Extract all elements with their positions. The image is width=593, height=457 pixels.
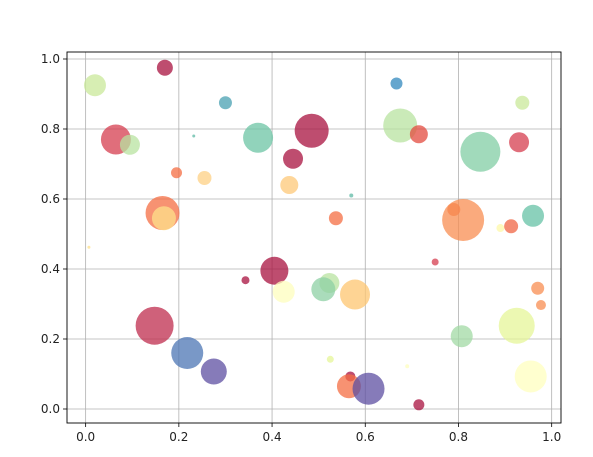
- y-axis: 0.0 0.2 0.4 0.6 0.8 1.0: [41, 52, 67, 416]
- data-point: [340, 279, 371, 310]
- data-point: [522, 204, 545, 227]
- data-point: [283, 148, 304, 169]
- y-tick-label: 0.0: [41, 402, 60, 416]
- x-tick-label: 0.2: [169, 430, 188, 444]
- data-point: [156, 59, 173, 76]
- y-tick-label: 0.2: [41, 332, 60, 346]
- data-point: [390, 77, 403, 90]
- data-point: [405, 364, 410, 369]
- data-point: [135, 306, 174, 345]
- x-tick-label: 0.0: [76, 430, 95, 444]
- data-point: [171, 167, 183, 179]
- data-point: [496, 224, 505, 233]
- x-axis: 0.0 0.2 0.4 0.6 0.8 1.0: [76, 423, 561, 444]
- data-point: [83, 74, 106, 97]
- data-point: [87, 245, 91, 249]
- data-point: [260, 256, 289, 285]
- data-point: [514, 360, 547, 393]
- y-tick-label: 0.8: [41, 122, 60, 136]
- data-point: [294, 113, 329, 148]
- data-point: [200, 358, 227, 385]
- data-point: [509, 132, 530, 153]
- data-point: [413, 399, 425, 411]
- y-tick-label: 0.6: [41, 192, 60, 206]
- y-tick-label: 1.0: [41, 52, 60, 66]
- data-point: [243, 122, 274, 153]
- x-tick-label: 0.8: [449, 430, 468, 444]
- data-point: [498, 307, 535, 344]
- data-point: [352, 372, 385, 405]
- data-point: [409, 125, 428, 144]
- plot-frame: [66, 51, 562, 424]
- data-points: [83, 59, 547, 411]
- data-point: [349, 193, 354, 198]
- data-point: [535, 300, 546, 311]
- data-point: [531, 281, 545, 295]
- data-point: [504, 219, 519, 234]
- data-point: [197, 171, 212, 185]
- y-tick-label: 0.4: [41, 262, 60, 276]
- data-point: [326, 355, 334, 363]
- data-point: [241, 276, 250, 285]
- data-point: [218, 96, 232, 110]
- data-point: [515, 95, 530, 110]
- x-tick-label: 0.4: [263, 430, 282, 444]
- data-point: [192, 134, 196, 138]
- x-tick-label: 0.6: [356, 430, 375, 444]
- x-tick-label: 1.0: [542, 430, 561, 444]
- data-point: [460, 131, 501, 172]
- data-point: [151, 206, 176, 231]
- data-point: [431, 258, 439, 266]
- data-point: [442, 199, 485, 241]
- plot-area: [67, 52, 561, 423]
- data-point: [450, 325, 473, 348]
- data-point: [119, 134, 140, 155]
- data-point: [383, 108, 418, 143]
- data-point: [328, 211, 343, 226]
- data-point: [272, 280, 295, 303]
- data-point: [280, 176, 299, 194]
- data-point: [311, 277, 336, 302]
- data-point: [171, 337, 204, 369]
